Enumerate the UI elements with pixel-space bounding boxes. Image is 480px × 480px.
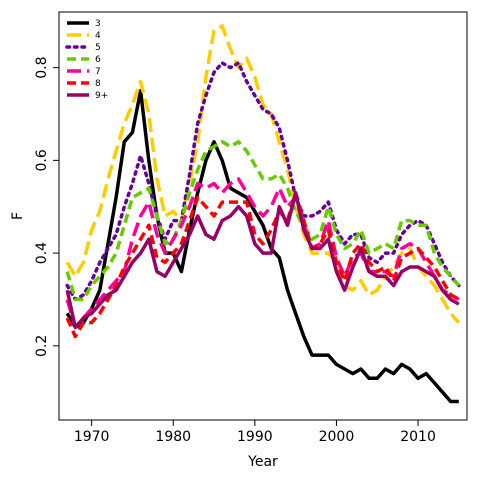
legend: 3 4 5 6 7 8 9+ — [65, 19, 108, 101]
legend-label: 5 — [95, 43, 101, 53]
legend-label: 8 — [95, 79, 101, 89]
legend-label: 9+ — [95, 91, 108, 101]
y-tick-label: 0.4 — [34, 242, 50, 264]
x-tick-label: 1990 — [237, 429, 273, 445]
y-tick-label: 0.2 — [34, 335, 50, 357]
y-tick-label: 0.6 — [34, 149, 50, 171]
y-axis-label: F — [10, 212, 26, 220]
x-tick-label: 1970 — [74, 429, 110, 445]
x-axis-label: Year — [247, 454, 278, 470]
legend-label: 4 — [95, 31, 101, 41]
x-tick-label: 2010 — [400, 429, 436, 445]
legend-label: 3 — [95, 19, 101, 29]
plot-frame — [58, 11, 468, 421]
series-line-4 — [65, 24, 461, 324]
x-tick-label: 1980 — [155, 429, 191, 445]
legend-label: 7 — [95, 67, 101, 77]
x-tick-label: 2000 — [319, 429, 355, 445]
series-line-3 — [65, 89, 459, 404]
series-line-8 — [65, 191, 460, 339]
series-line-9plus — [65, 191, 460, 330]
y-axis: 0.2 0.4 0.6 0.8 — [34, 57, 59, 357]
series-layer — [65, 24, 461, 404]
series-line-6 — [65, 140, 461, 302]
x-axis: 1970 1980 1990 2000 2010 — [74, 420, 436, 445]
y-tick-label: 0.8 — [34, 57, 50, 79]
legend-label: 6 — [95, 55, 101, 65]
series-line-5 — [65, 61, 461, 302]
